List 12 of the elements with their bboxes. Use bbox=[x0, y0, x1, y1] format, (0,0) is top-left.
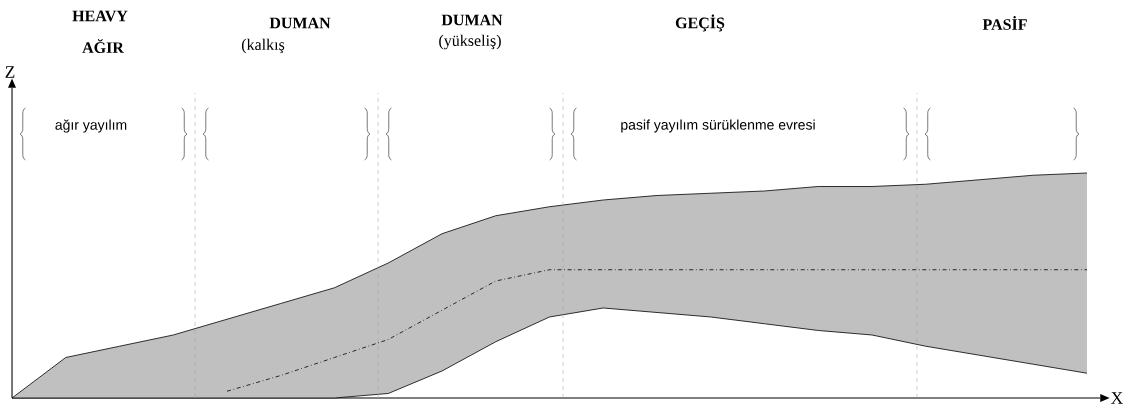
text: (yükseliş) bbox=[439, 34, 501, 50]
text: ağır yayılım bbox=[55, 119, 127, 133]
text: HEAVY bbox=[72, 10, 128, 22]
text: PASİF bbox=[982, 16, 1027, 30]
text: (kalkış bbox=[241, 38, 285, 54]
text: GEÇİŞ bbox=[675, 14, 725, 32]
text: pasif yayılım sürüklenme evresi bbox=[621, 119, 815, 133]
text: Z bbox=[5, 66, 15, 78]
text: DUMAN bbox=[269, 17, 331, 29]
text: DUMAN bbox=[441, 14, 503, 26]
text: AĞIR bbox=[82, 38, 125, 54]
x-axis-title: X bbox=[1111, 392, 1123, 404]
